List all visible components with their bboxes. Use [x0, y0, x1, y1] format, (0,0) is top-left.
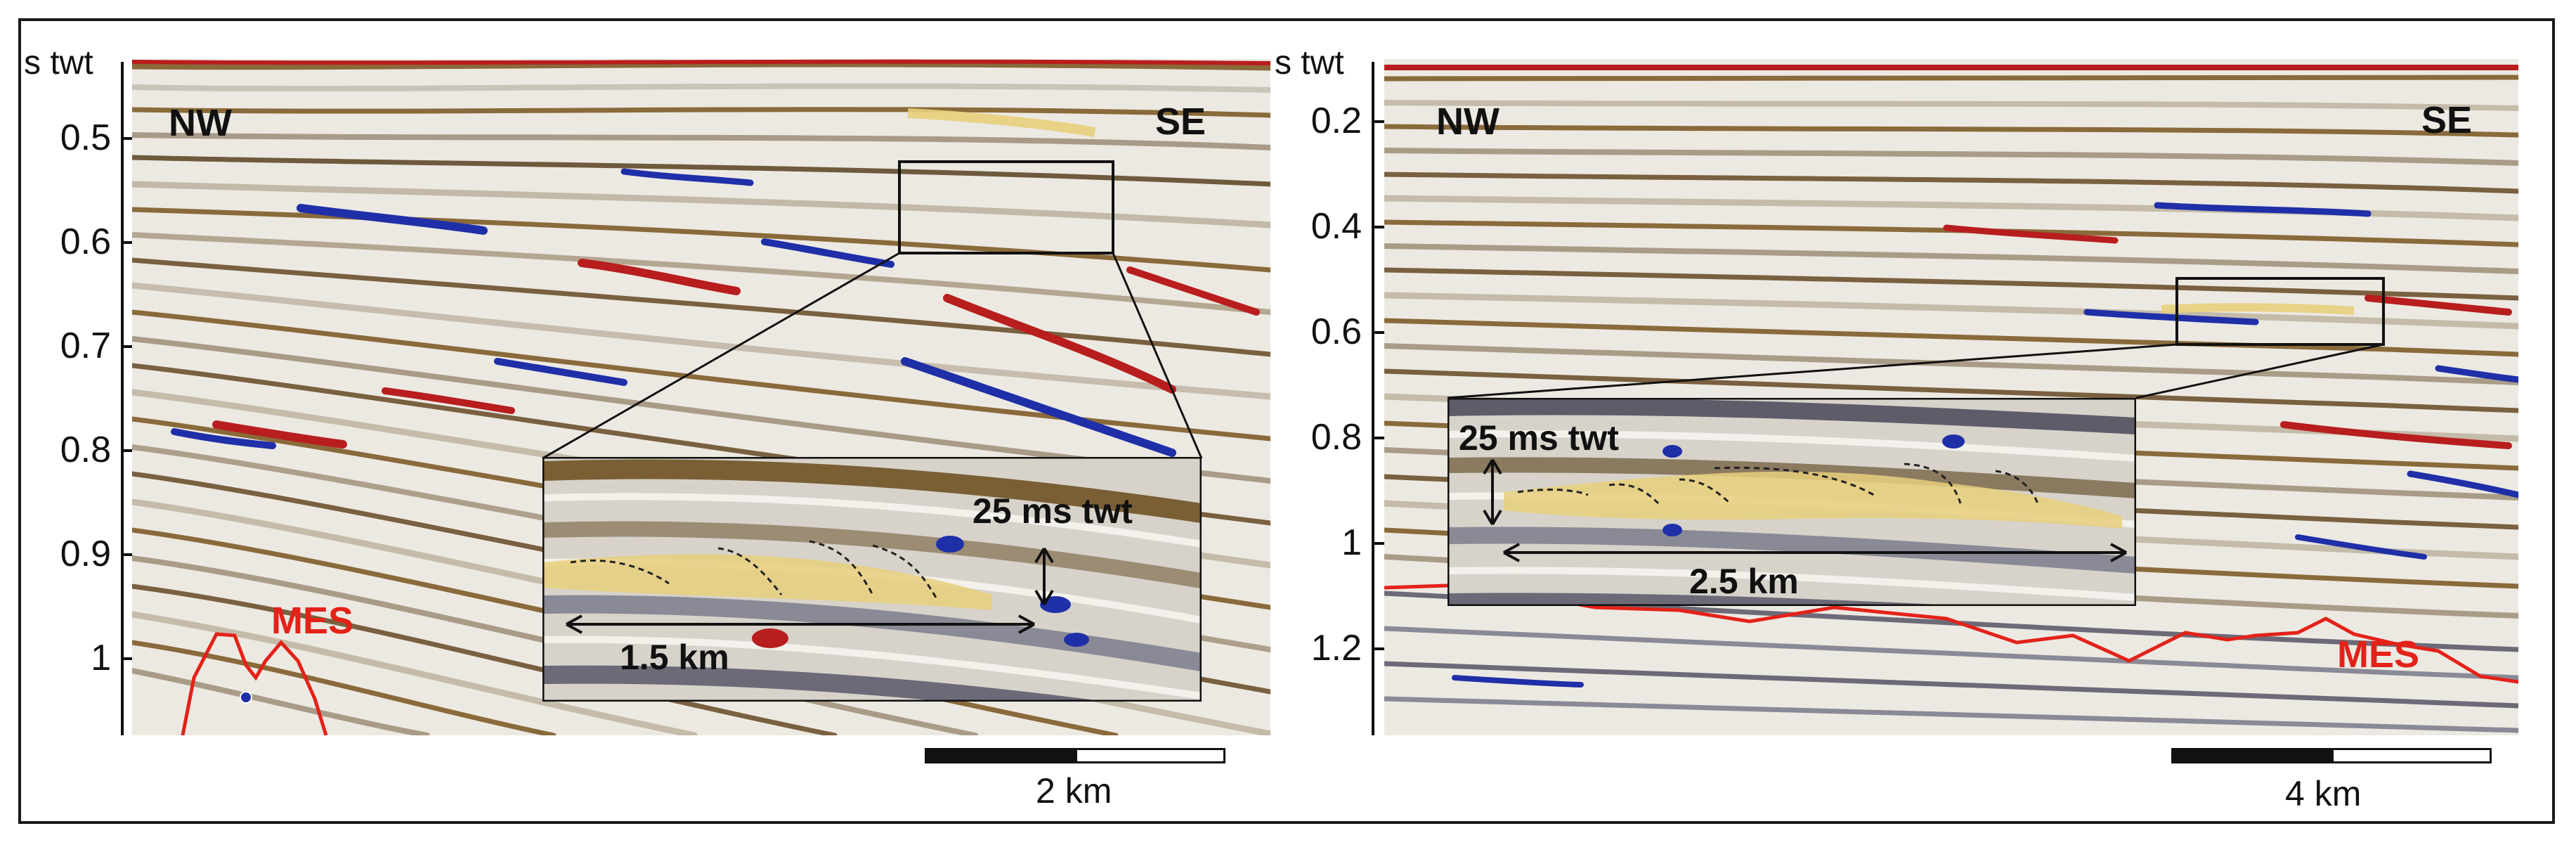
right-mes-horizon: [1384, 583, 2518, 684]
left-inset-vertical-label: 25 ms twt: [972, 491, 1133, 531]
right-tick-label: 1: [1341, 522, 1362, 563]
right-inset-panel: [1448, 398, 2136, 606]
left-inset-panel: [542, 457, 1202, 702]
left-tick: [124, 449, 134, 452]
right-axis-line: [1372, 62, 1374, 735]
left-tick-label: 0.5: [60, 117, 111, 158]
left-se-label: SE: [1155, 101, 1206, 143]
left-scale-bar: [925, 748, 1225, 763]
right-inset-vertical-label: 25 ms twt: [1459, 418, 1619, 458]
right-tick-label: 0.2: [1310, 101, 1362, 141]
right-tick: [1374, 331, 1384, 334]
left-nw-label: NW: [169, 102, 232, 144]
left-tick: [124, 241, 134, 244]
left-mes-horizon: [181, 632, 328, 735]
left-mes-label: MES: [271, 600, 354, 642]
right-tick: [1374, 120, 1384, 123]
right-scale-label: 4 km: [2285, 774, 2362, 813]
left-tick: [124, 345, 134, 348]
right-tick: [1374, 226, 1384, 228]
right-tick-label: 1.2: [1310, 628, 1362, 669]
right-se-label: SE: [2421, 99, 2473, 141]
left-tick: [124, 553, 134, 556]
right-axis-title: s twt: [1275, 44, 1344, 82]
left-tick-label: 0.7: [60, 325, 111, 366]
right-mes-label: MES: [2337, 633, 2420, 676]
right-tick-label: 0.4: [1310, 206, 1362, 247]
right-tick: [1374, 542, 1384, 545]
right-tick: [1374, 437, 1384, 439]
left-tick-label: 0.6: [60, 221, 111, 262]
right-tick: [1374, 647, 1384, 650]
left-axis-title: s twt: [24, 44, 93, 82]
right-tick-label: 0.8: [1310, 417, 1362, 458]
left-tick-label: 1: [91, 638, 111, 678]
left-axis-line: [121, 62, 124, 735]
left-amplitude-anomalies: [132, 59, 1270, 457]
right-nw-label: NW: [1436, 101, 1500, 143]
left-scale-label: 2 km: [1036, 771, 1112, 811]
left-tick-label: 0.9: [60, 534, 111, 574]
figure-frame: [18, 18, 2555, 824]
right-tick-label: 0.6: [1310, 311, 1362, 352]
left-reflector-lines: [132, 60, 1270, 735]
left-tick-label: 0.8: [60, 430, 111, 470]
right-scale-bar: [2171, 748, 2492, 763]
left-tick: [124, 137, 134, 140]
left-inset-horizontal-label: 1.5 km: [620, 638, 729, 677]
left-tick: [124, 657, 134, 660]
right-inset-horizontal-label: 2.5 km: [1689, 562, 1799, 601]
